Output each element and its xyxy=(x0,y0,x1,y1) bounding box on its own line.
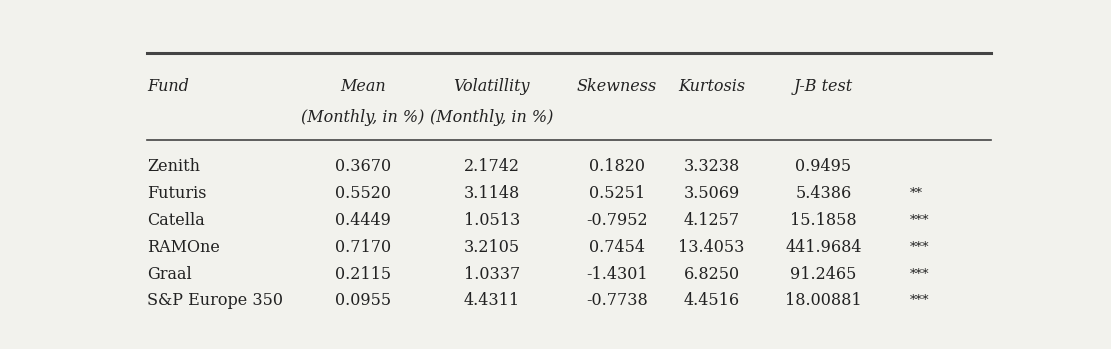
Text: ***: *** xyxy=(910,268,929,281)
Text: 0.5520: 0.5520 xyxy=(334,185,391,202)
Text: 1.0513: 1.0513 xyxy=(463,212,520,229)
Text: 3.1148: 3.1148 xyxy=(463,185,520,202)
Text: 0.9495: 0.9495 xyxy=(795,158,851,175)
Text: 3.3238: 3.3238 xyxy=(683,158,740,175)
Text: Kurtosis: Kurtosis xyxy=(678,78,745,95)
Text: -0.7738: -0.7738 xyxy=(585,292,648,309)
Text: 0.7454: 0.7454 xyxy=(589,239,644,256)
Text: 6.8250: 6.8250 xyxy=(683,266,740,283)
Text: 2.1742: 2.1742 xyxy=(464,158,520,175)
Text: Graal: Graal xyxy=(148,266,192,283)
Text: 4.1257: 4.1257 xyxy=(683,212,740,229)
Text: 15.1858: 15.1858 xyxy=(790,212,857,229)
Text: RAMOne: RAMOne xyxy=(148,239,220,256)
Text: 4.4516: 4.4516 xyxy=(683,292,740,309)
Text: Mean: Mean xyxy=(340,78,386,95)
Text: 441.9684: 441.9684 xyxy=(785,239,862,256)
Text: ***: *** xyxy=(910,214,929,227)
Text: 4.4311: 4.4311 xyxy=(463,292,520,309)
Text: S&P Europe 350: S&P Europe 350 xyxy=(148,292,283,309)
Text: Zenith: Zenith xyxy=(148,158,200,175)
Text: 18.00881: 18.00881 xyxy=(785,292,862,309)
Text: (Monthly, in %): (Monthly, in %) xyxy=(430,109,553,126)
Text: 5.4386: 5.4386 xyxy=(795,185,851,202)
Text: -1.4301: -1.4301 xyxy=(585,266,648,283)
Text: Skewness: Skewness xyxy=(577,78,657,95)
Text: Futuris: Futuris xyxy=(148,185,207,202)
Text: Volatillity: Volatillity xyxy=(453,78,530,95)
Text: 13.4053: 13.4053 xyxy=(679,239,744,256)
Text: 0.5251: 0.5251 xyxy=(589,185,644,202)
Text: 3.2105: 3.2105 xyxy=(463,239,520,256)
Text: ***: *** xyxy=(910,294,929,307)
Text: 0.3670: 0.3670 xyxy=(334,158,391,175)
Text: 3.5069: 3.5069 xyxy=(683,185,740,202)
Text: (Monthly, in %): (Monthly, in %) xyxy=(301,109,424,126)
Text: 0.7170: 0.7170 xyxy=(334,239,391,256)
Text: J-B test: J-B test xyxy=(794,78,853,95)
Text: 0.4449: 0.4449 xyxy=(334,212,391,229)
Text: Catella: Catella xyxy=(148,212,206,229)
Text: 91.2465: 91.2465 xyxy=(790,266,857,283)
Text: 0.1820: 0.1820 xyxy=(589,158,644,175)
Text: **: ** xyxy=(910,187,922,200)
Text: 0.2115: 0.2115 xyxy=(334,266,391,283)
Text: ***: *** xyxy=(910,241,929,254)
Text: 0.0955: 0.0955 xyxy=(334,292,391,309)
Text: Fund: Fund xyxy=(148,78,189,95)
Text: 1.0337: 1.0337 xyxy=(463,266,520,283)
Text: -0.7952: -0.7952 xyxy=(585,212,648,229)
